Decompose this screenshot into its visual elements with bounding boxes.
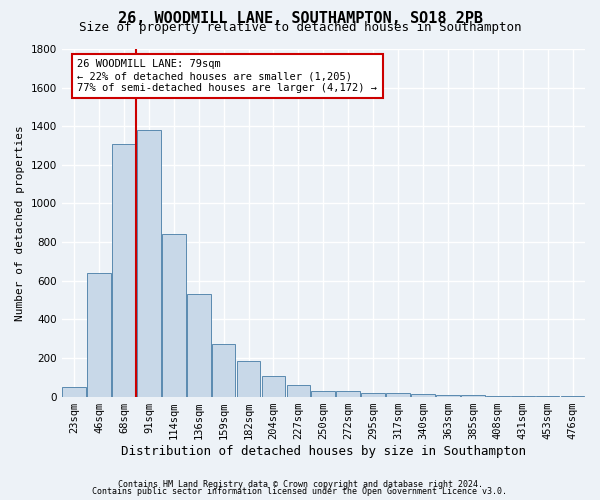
Text: 26 WOODMILL LANE: 79sqm
← 22% of detached houses are smaller (1,205)
77% of semi: 26 WOODMILL LANE: 79sqm ← 22% of detache… [77, 60, 377, 92]
Text: Size of property relative to detached houses in Southampton: Size of property relative to detached ho… [79, 22, 521, 35]
Bar [262, 376, 286, 396]
Bar [87, 273, 111, 396]
Bar [287, 385, 310, 396]
Bar [436, 394, 460, 396]
Bar [386, 392, 410, 396]
Bar [62, 387, 86, 396]
Bar [162, 234, 185, 396]
Bar [411, 394, 435, 396]
Bar [337, 391, 360, 396]
Y-axis label: Number of detached properties: Number of detached properties [15, 125, 25, 320]
Bar [237, 361, 260, 396]
Bar [461, 395, 485, 396]
Bar [137, 130, 161, 396]
Text: Contains HM Land Registry data © Crown copyright and database right 2024.: Contains HM Land Registry data © Crown c… [118, 480, 482, 489]
Text: 26, WOODMILL LANE, SOUTHAMPTON, SO18 2PB: 26, WOODMILL LANE, SOUTHAMPTON, SO18 2PB [118, 11, 482, 26]
Bar [112, 144, 136, 396]
Bar [187, 294, 211, 396]
Bar [212, 344, 235, 397]
Bar [361, 392, 385, 396]
Text: Contains public sector information licensed under the Open Government Licence v3: Contains public sector information licen… [92, 488, 508, 496]
Bar [311, 391, 335, 396]
X-axis label: Distribution of detached houses by size in Southampton: Distribution of detached houses by size … [121, 444, 526, 458]
